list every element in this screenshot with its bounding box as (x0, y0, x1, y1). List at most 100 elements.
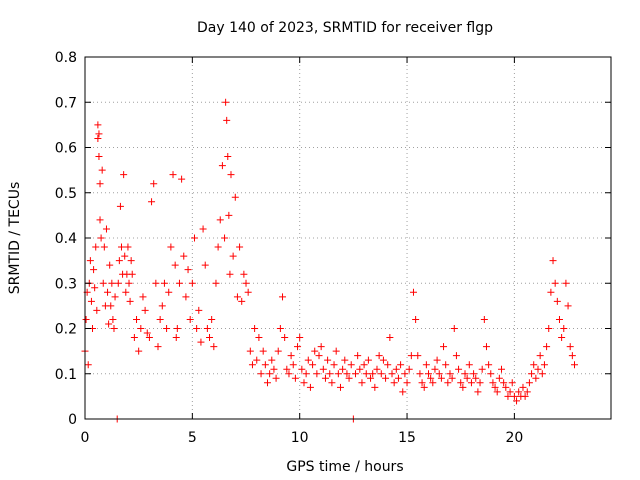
data-point (446, 370, 454, 378)
data-point (139, 293, 147, 301)
data-point (420, 383, 428, 391)
data-point (148, 198, 156, 206)
data-point (141, 306, 149, 314)
data-point (116, 202, 124, 210)
data-point (317, 343, 325, 351)
data-point (401, 370, 409, 378)
data-point (226, 270, 234, 278)
data-point (341, 356, 349, 364)
data-point (236, 243, 244, 251)
data-point (347, 361, 355, 369)
data-point (218, 162, 226, 170)
y-tick-label: 0.4 (55, 231, 77, 247)
data-point (224, 153, 232, 161)
y-tick-label: 0 (68, 412, 77, 428)
data-point (87, 297, 95, 305)
data-point (126, 297, 134, 305)
data-point (180, 252, 188, 260)
data-point (114, 279, 122, 287)
data-point (154, 343, 162, 351)
data-point (414, 352, 422, 360)
data-point (253, 356, 261, 364)
data-point (382, 374, 390, 382)
data-point (135, 347, 143, 355)
data-point (108, 279, 116, 287)
data-point (175, 279, 183, 287)
data-point (440, 343, 448, 351)
data-point (251, 325, 259, 332)
data-point (506, 388, 514, 396)
data-point (538, 370, 546, 378)
data-point (386, 334, 394, 342)
data-point (525, 379, 533, 387)
y-tick-label: 0.2 (55, 322, 77, 338)
data-point (558, 334, 566, 342)
data-point (489, 379, 497, 387)
data-point (206, 334, 214, 342)
data-point (528, 370, 536, 378)
data-point (291, 374, 299, 382)
data-point (261, 361, 269, 369)
data-point (130, 334, 138, 342)
data-point (272, 374, 280, 382)
data-point (203, 325, 211, 332)
data-point (302, 370, 310, 378)
data-point (388, 370, 396, 378)
data-point (474, 388, 482, 396)
data-point (534, 365, 542, 373)
data-point (384, 361, 392, 369)
data-point (315, 352, 323, 360)
data-point (259, 347, 267, 355)
data-point (221, 234, 229, 242)
y-tick-label: 0.8 (55, 50, 77, 66)
data-point (463, 374, 471, 382)
data-point (356, 365, 364, 373)
data-point (283, 365, 291, 373)
data-point (431, 365, 439, 373)
data-point (332, 347, 340, 355)
data-point (324, 356, 332, 364)
data-point (244, 288, 252, 296)
data-point (289, 361, 297, 369)
data-point (281, 334, 289, 342)
data-point (425, 370, 433, 378)
data-point (326, 370, 334, 378)
data-point (369, 370, 377, 378)
y-tick-label: 0.5 (55, 186, 77, 202)
data-point (472, 374, 480, 382)
data-point (285, 370, 293, 378)
data-point (467, 379, 475, 387)
x-tick-label: 20 (505, 430, 523, 446)
y-tick-label: 0.3 (55, 276, 77, 292)
data-point (334, 370, 342, 378)
data-point (405, 365, 413, 373)
data-point (465, 361, 473, 369)
data-point (201, 261, 209, 269)
x-tick-label: 15 (398, 430, 416, 446)
data-point (150, 180, 158, 188)
data-point (296, 334, 304, 342)
data-point (106, 261, 114, 269)
data-point (242, 279, 250, 287)
data-point (459, 383, 467, 391)
data-point (95, 153, 103, 161)
data-point (152, 279, 160, 287)
data-point (379, 356, 387, 364)
data-point (418, 379, 426, 387)
data-point (371, 383, 379, 391)
data-point (313, 370, 321, 378)
y-tick-label: 0.6 (55, 141, 77, 157)
data-point (502, 383, 510, 391)
data-point (90, 266, 98, 274)
axis-ticks (84, 56, 611, 420)
data-point (437, 374, 445, 382)
data-point (96, 216, 104, 224)
data-point (480, 315, 488, 323)
data-point (495, 374, 503, 382)
data-point (199, 225, 207, 233)
data-point (276, 325, 284, 332)
data-point (128, 270, 136, 278)
data-point (478, 365, 486, 373)
data-point (339, 365, 347, 373)
